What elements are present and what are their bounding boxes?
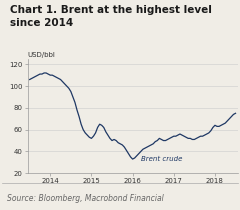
Text: Brent crude: Brent crude bbox=[141, 156, 182, 162]
Text: USD/bbl: USD/bbl bbox=[28, 52, 55, 58]
Text: Source: Bloomberg, Macrobond Financial: Source: Bloomberg, Macrobond Financial bbox=[7, 194, 164, 203]
Text: Chart 1. Brent at the highest level
since 2014: Chart 1. Brent at the highest level sinc… bbox=[10, 5, 211, 28]
